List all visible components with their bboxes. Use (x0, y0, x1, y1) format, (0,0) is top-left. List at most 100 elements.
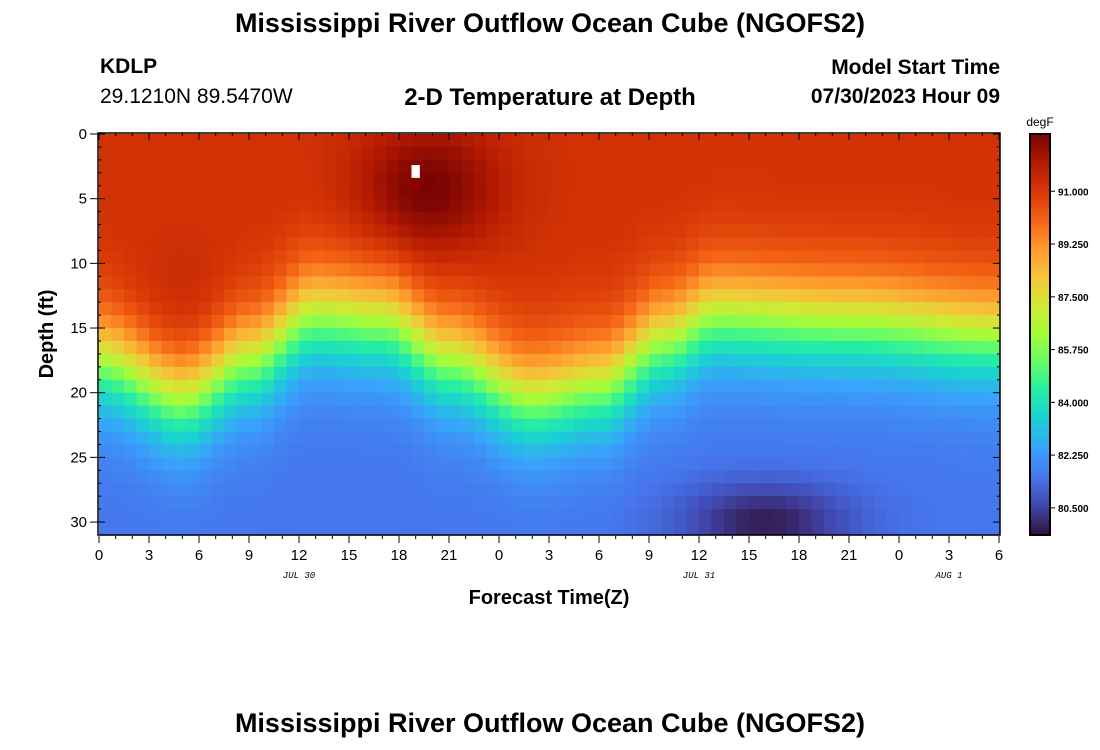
heatmap-cell (686, 328, 700, 342)
heatmap-cell (824, 276, 838, 290)
heatmap-cell (686, 483, 700, 497)
heatmap-cell (361, 159, 375, 174)
heatmap-cell (824, 522, 838, 536)
heatmap-cell (236, 172, 250, 187)
heatmap-cell (499, 302, 513, 316)
heatmap-cell (936, 250, 950, 264)
heatmap-cell (774, 444, 788, 458)
heatmap-cell (824, 366, 838, 381)
heatmap-cell (624, 340, 638, 355)
heatmap-cell (761, 522, 775, 536)
heatmap-cell (824, 250, 838, 264)
heatmap-cell (824, 444, 838, 458)
heatmap-cell (524, 379, 538, 394)
heatmap-cell (461, 483, 475, 497)
heatmap-cell (561, 237, 575, 252)
heatmap-cell (111, 159, 125, 174)
heatmap-cell (661, 289, 675, 303)
x-tick-label: 18 (391, 547, 408, 564)
heatmap-cell (174, 211, 188, 226)
heatmap-cell (586, 496, 600, 510)
heatmap-cell (136, 263, 150, 277)
heatmap-cell (561, 302, 575, 316)
heatmap-cell (536, 159, 550, 174)
heatmap-cell (536, 470, 550, 484)
heatmap-cell (786, 185, 800, 200)
heatmap-cell (399, 444, 413, 458)
heatmap-cell (636, 431, 650, 446)
heatmap-cell (511, 522, 525, 536)
heatmap-cell (961, 379, 975, 394)
heatmap-cell (424, 211, 438, 226)
heatmap-cell (886, 146, 900, 161)
heatmap-cell (286, 134, 300, 148)
heatmap-cell (949, 340, 963, 355)
heatmap-cell (424, 134, 438, 148)
heatmap-cell (236, 237, 250, 252)
heatmap-cell (699, 146, 713, 161)
heatmap-cell (836, 146, 850, 161)
heatmap-cell (949, 444, 963, 458)
heatmap-cell (736, 134, 750, 148)
heatmap-cell (599, 496, 613, 510)
heatmap-cell (799, 276, 813, 290)
heatmap-cell (974, 224, 988, 239)
heatmap-cell (224, 159, 238, 174)
heatmap-cell (499, 522, 513, 536)
heatmap-cell (399, 405, 413, 420)
station-coordinates: 29.1210N 89.5470W (100, 85, 293, 108)
heatmap-cell (936, 431, 950, 446)
heatmap-cell (786, 237, 800, 252)
heatmap-cell (974, 366, 988, 381)
heatmap-cell (936, 328, 950, 342)
heatmap-cell (736, 405, 750, 420)
heatmap-cell (774, 172, 788, 187)
heatmap-cell (724, 224, 738, 239)
heatmap-cell (236, 211, 250, 226)
heatmap-cell (636, 250, 650, 264)
heatmap-cell (399, 289, 413, 303)
heatmap-cell (736, 198, 750, 213)
heatmap-cell (261, 483, 275, 497)
heatmap-cell (336, 418, 350, 433)
heatmap-cell (349, 353, 363, 368)
heatmap-cell (186, 198, 200, 213)
heatmap-cell (799, 302, 813, 316)
heatmap-cell (649, 134, 663, 148)
heatmap-cell (736, 496, 750, 510)
heatmap-cell (774, 211, 788, 226)
heatmap-cell (786, 134, 800, 148)
heatmap-cell (761, 418, 775, 433)
heatmap-cell (336, 431, 350, 446)
heatmap-cell (736, 328, 750, 342)
heatmap-cell (711, 302, 725, 316)
heatmap-cell (874, 353, 888, 368)
heatmap-cell (611, 340, 625, 355)
heatmap-cell (886, 509, 900, 523)
heatmap-cell (886, 315, 900, 329)
heatmap-cell (261, 198, 275, 213)
heatmap-cell (236, 276, 250, 290)
heatmap-cell (161, 418, 175, 433)
heatmap-cell (311, 444, 325, 458)
heatmap-cell (124, 328, 138, 342)
heatmap-cell (836, 366, 850, 381)
heatmap-cell (799, 263, 813, 277)
heatmap-cell (686, 496, 700, 510)
heatmap-cell (711, 276, 725, 290)
heatmap-cell (636, 263, 650, 277)
heatmap-cell (261, 276, 275, 290)
heatmap-cell (949, 379, 963, 394)
heatmap-cell (211, 418, 225, 433)
heatmap-cell (549, 328, 563, 342)
heatmap-cell (449, 263, 463, 277)
heatmap-cell (174, 276, 188, 290)
heatmap-cell (949, 146, 963, 161)
heatmap-cell (886, 172, 900, 187)
heatmap-cell (811, 405, 825, 420)
heatmap-cell (561, 444, 575, 458)
heatmap-cell (574, 483, 588, 497)
heatmap-cell (186, 444, 200, 458)
heatmap-cell (274, 392, 288, 407)
heatmap-cell (586, 509, 600, 523)
